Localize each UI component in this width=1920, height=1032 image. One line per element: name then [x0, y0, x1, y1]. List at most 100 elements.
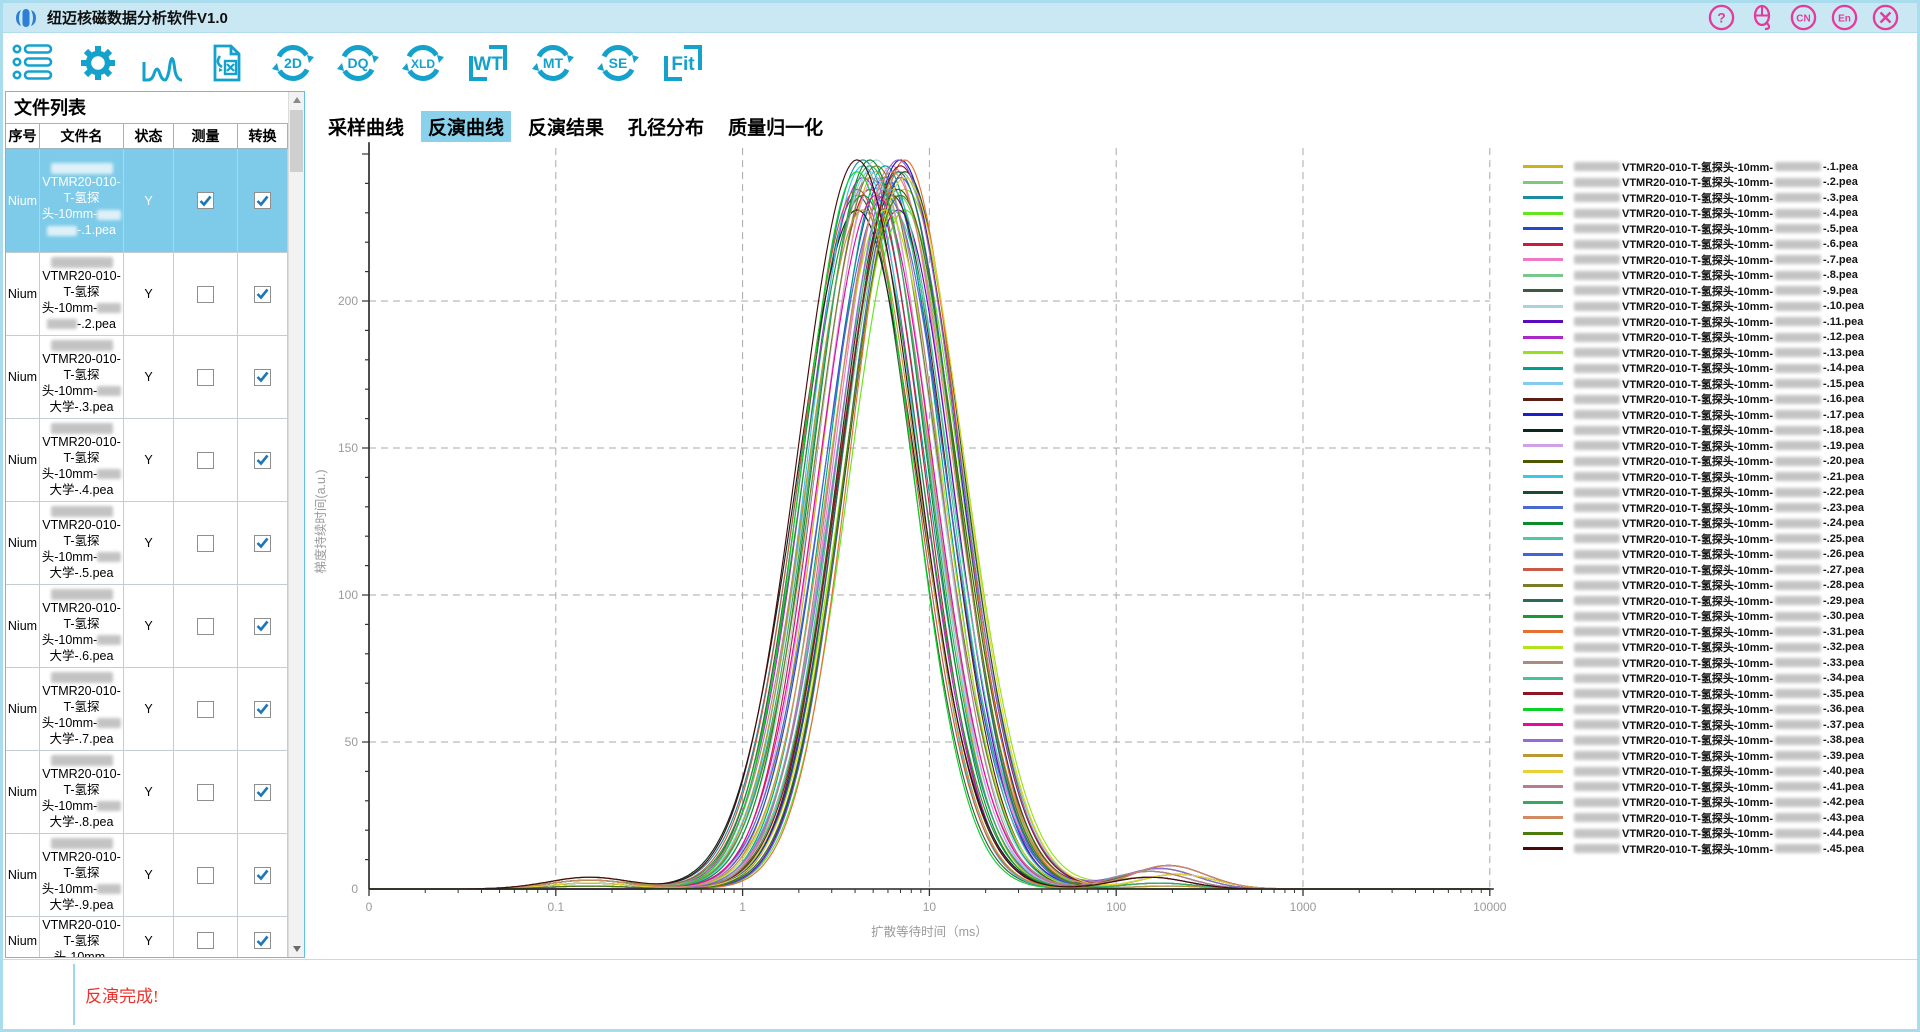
tab-4[interactable]: 孔径分布	[628, 118, 705, 139]
scroll-down-icon[interactable]	[289, 941, 304, 957]
redacted-text	[1574, 487, 1620, 497]
scroll-up-icon[interactable]	[289, 92, 304, 108]
svg-text:1000: 1000	[1290, 900, 1317, 914]
legend-color-line	[1523, 645, 1563, 649]
redacted-text	[1574, 549, 1620, 559]
legend-item-13: VTMR20-010-T-氢探头-10mm- -.13.pea	[1523, 345, 1903, 361]
svg-text:?: ?	[1717, 10, 1726, 26]
checkbox-unchecked[interactable]	[197, 866, 214, 884]
file-seq: Nium	[7, 868, 38, 882]
convert-wt-icon[interactable]: WT	[466, 41, 510, 85]
tab-3[interactable]: 反演结果	[528, 118, 605, 139]
checkbox-checked[interactable]	[254, 534, 271, 552]
checkbox-checked[interactable]	[254, 617, 271, 635]
checkbox-checked[interactable]	[254, 866, 271, 884]
chart-legend: VTMR20-010-T-氢探头-10mm- -.1.pea VTMR20-010-…	[1523, 159, 1903, 857]
legend-item-3: VTMR20-010-T-氢探头-10mm- -.3.pea	[1523, 190, 1903, 206]
settings-icon[interactable]	[76, 41, 120, 85]
scrollbar-thumb[interactable]	[290, 110, 303, 172]
legend-color-line	[1523, 831, 1563, 835]
checkbox-checked[interactable]	[254, 932, 271, 949]
svg-text:WT: WT	[473, 54, 503, 75]
checkbox-unchecked[interactable]	[197, 285, 214, 303]
x-axis-title: 扩散等待时间（ms）	[871, 924, 988, 939]
mouse-feedback-button[interactable]	[1749, 4, 1776, 31]
redacted-text	[1574, 301, 1620, 311]
svg-text:DQ: DQ	[348, 55, 369, 71]
redacted-text	[50, 588, 113, 600]
tab-5[interactable]: 质量归一化	[728, 118, 824, 139]
svg-text:200: 200	[338, 294, 358, 308]
file-row-4[interactable]: Nium VTMR20-010- T-氢探 头-10mm- 大学-.4.pea Y	[6, 419, 304, 502]
file-list-icon[interactable]	[11, 41, 55, 85]
convert-xld-icon[interactable]: XLD	[401, 41, 445, 85]
peak-analysis-icon[interactable]	[141, 41, 185, 85]
legend-color-line	[1523, 738, 1563, 742]
redacted-text	[97, 303, 122, 314]
redacted-text	[1574, 317, 1620, 327]
file-name: VTMR20-010- T-氢探 头-10mm- 大学-.9.pea	[40, 834, 124, 916]
redacted-text	[1774, 828, 1821, 838]
fit-icon[interactable]: Fit	[661, 41, 705, 85]
file-row-7[interactable]: Nium VTMR20-010- T-氢探 头-10mm- 大学-.7.pea Y	[6, 668, 304, 751]
redacted-text	[50, 754, 113, 766]
file-row-3[interactable]: Nium VTMR20-010- T-氢探 头-10mm- 大学-.3.pea Y	[6, 336, 304, 419]
legend-color-line	[1523, 428, 1563, 432]
legend-item-37: VTMR20-010-T-氢探头-10mm- -.37.pea	[1523, 717, 1903, 733]
convert-2d-icon[interactable]: 2D	[271, 41, 315, 85]
checkbox-unchecked[interactable]	[197, 700, 214, 718]
svg-text:Fit: Fit	[671, 54, 695, 75]
convert-mt-icon[interactable]: MT	[531, 41, 575, 85]
tab-2[interactable]: 反演曲线	[421, 111, 512, 142]
file-table-body: Nium VTMR20-010- T-氢探 头-10mm- -.1.pea Y Nium VT…	[6, 149, 304, 957]
file-row-6[interactable]: Nium VTMR20-010- T-氢探 头-10mm- 大学-.6.pea Y	[6, 585, 304, 668]
checkbox-checked[interactable]	[254, 192, 271, 209]
close-button[interactable]	[1872, 4, 1899, 31]
file-seq: Nium	[7, 536, 38, 550]
legend-color-line	[1523, 661, 1563, 665]
convert-se-icon[interactable]: SE	[596, 41, 640, 85]
legend-item-40: VTMR20-010-T-氢探头-10mm- -.40.pea	[1523, 764, 1903, 780]
file-row-9[interactable]: Nium VTMR20-010- T-氢探 头-10mm- 大学-.9.pea Y	[6, 834, 304, 917]
svg-text:10: 10	[923, 900, 937, 914]
redacted-text	[1574, 379, 1620, 389]
checkbox-checked[interactable]	[197, 192, 214, 209]
legend-item-10: VTMR20-010-T-氢探头-10mm- -.10.pea	[1523, 299, 1903, 315]
checkbox-checked[interactable]	[254, 783, 271, 801]
redacted-text	[1774, 286, 1821, 296]
checkbox-unchecked[interactable]	[197, 451, 214, 469]
legend-color-line	[1523, 351, 1563, 355]
lang-en-button[interactable]: En	[1831, 4, 1858, 31]
file-row-5[interactable]: Nium VTMR20-010- T-氢探 头-10mm- 大学-.5.pea Y	[6, 502, 304, 585]
checkbox-checked[interactable]	[254, 368, 271, 386]
checkbox-checked[interactable]	[254, 451, 271, 469]
redacted-text	[1574, 255, 1620, 265]
checkbox-checked[interactable]	[254, 285, 271, 303]
convert-dq-icon[interactable]: DQ	[336, 41, 380, 85]
checkbox-unchecked[interactable]	[197, 783, 214, 801]
help-button[interactable]: ?	[1708, 4, 1735, 31]
redacted-text	[1774, 410, 1821, 420]
svg-text:XLD: XLD	[411, 57, 435, 71]
checkbox-unchecked[interactable]	[197, 617, 214, 635]
checkbox-unchecked[interactable]	[197, 534, 214, 552]
file-row-10[interactable]: Nium VTMR20-010- T-氢探 头-10mm- Y	[6, 917, 304, 957]
file-status: Y	[144, 619, 153, 633]
file-status: Y	[144, 702, 153, 716]
legend-item-34: VTMR20-010-T-氢探头-10mm- -.34.pea	[1523, 671, 1903, 687]
lang-cn-button[interactable]: CN	[1790, 4, 1817, 31]
file-list-scrollbar[interactable]	[288, 92, 304, 957]
legend-item-42: VTMR20-010-T-氢探头-10mm- -.42.pea	[1523, 795, 1903, 811]
file-convert-icon[interactable]	[206, 41, 250, 85]
svg-text:0: 0	[366, 900, 373, 914]
tab-1[interactable]: 采样曲线	[328, 118, 405, 139]
redacted-text	[1574, 239, 1620, 249]
checkbox-checked[interactable]	[254, 700, 271, 718]
redacted-text	[1774, 441, 1821, 451]
file-status: Y	[144, 370, 153, 384]
file-row-1[interactable]: Nium VTMR20-010- T-氢探 头-10mm- -.1.pea Y	[6, 149, 304, 253]
file-row-2[interactable]: Nium VTMR20-010- T-氢探 头-10mm- -.2.pea Y	[6, 253, 304, 336]
checkbox-unchecked[interactable]	[197, 368, 214, 386]
file-row-8[interactable]: Nium VTMR20-010- T-氢探 头-10mm- 大学-.8.pea Y	[6, 751, 304, 834]
checkbox-unchecked[interactable]	[197, 932, 214, 949]
